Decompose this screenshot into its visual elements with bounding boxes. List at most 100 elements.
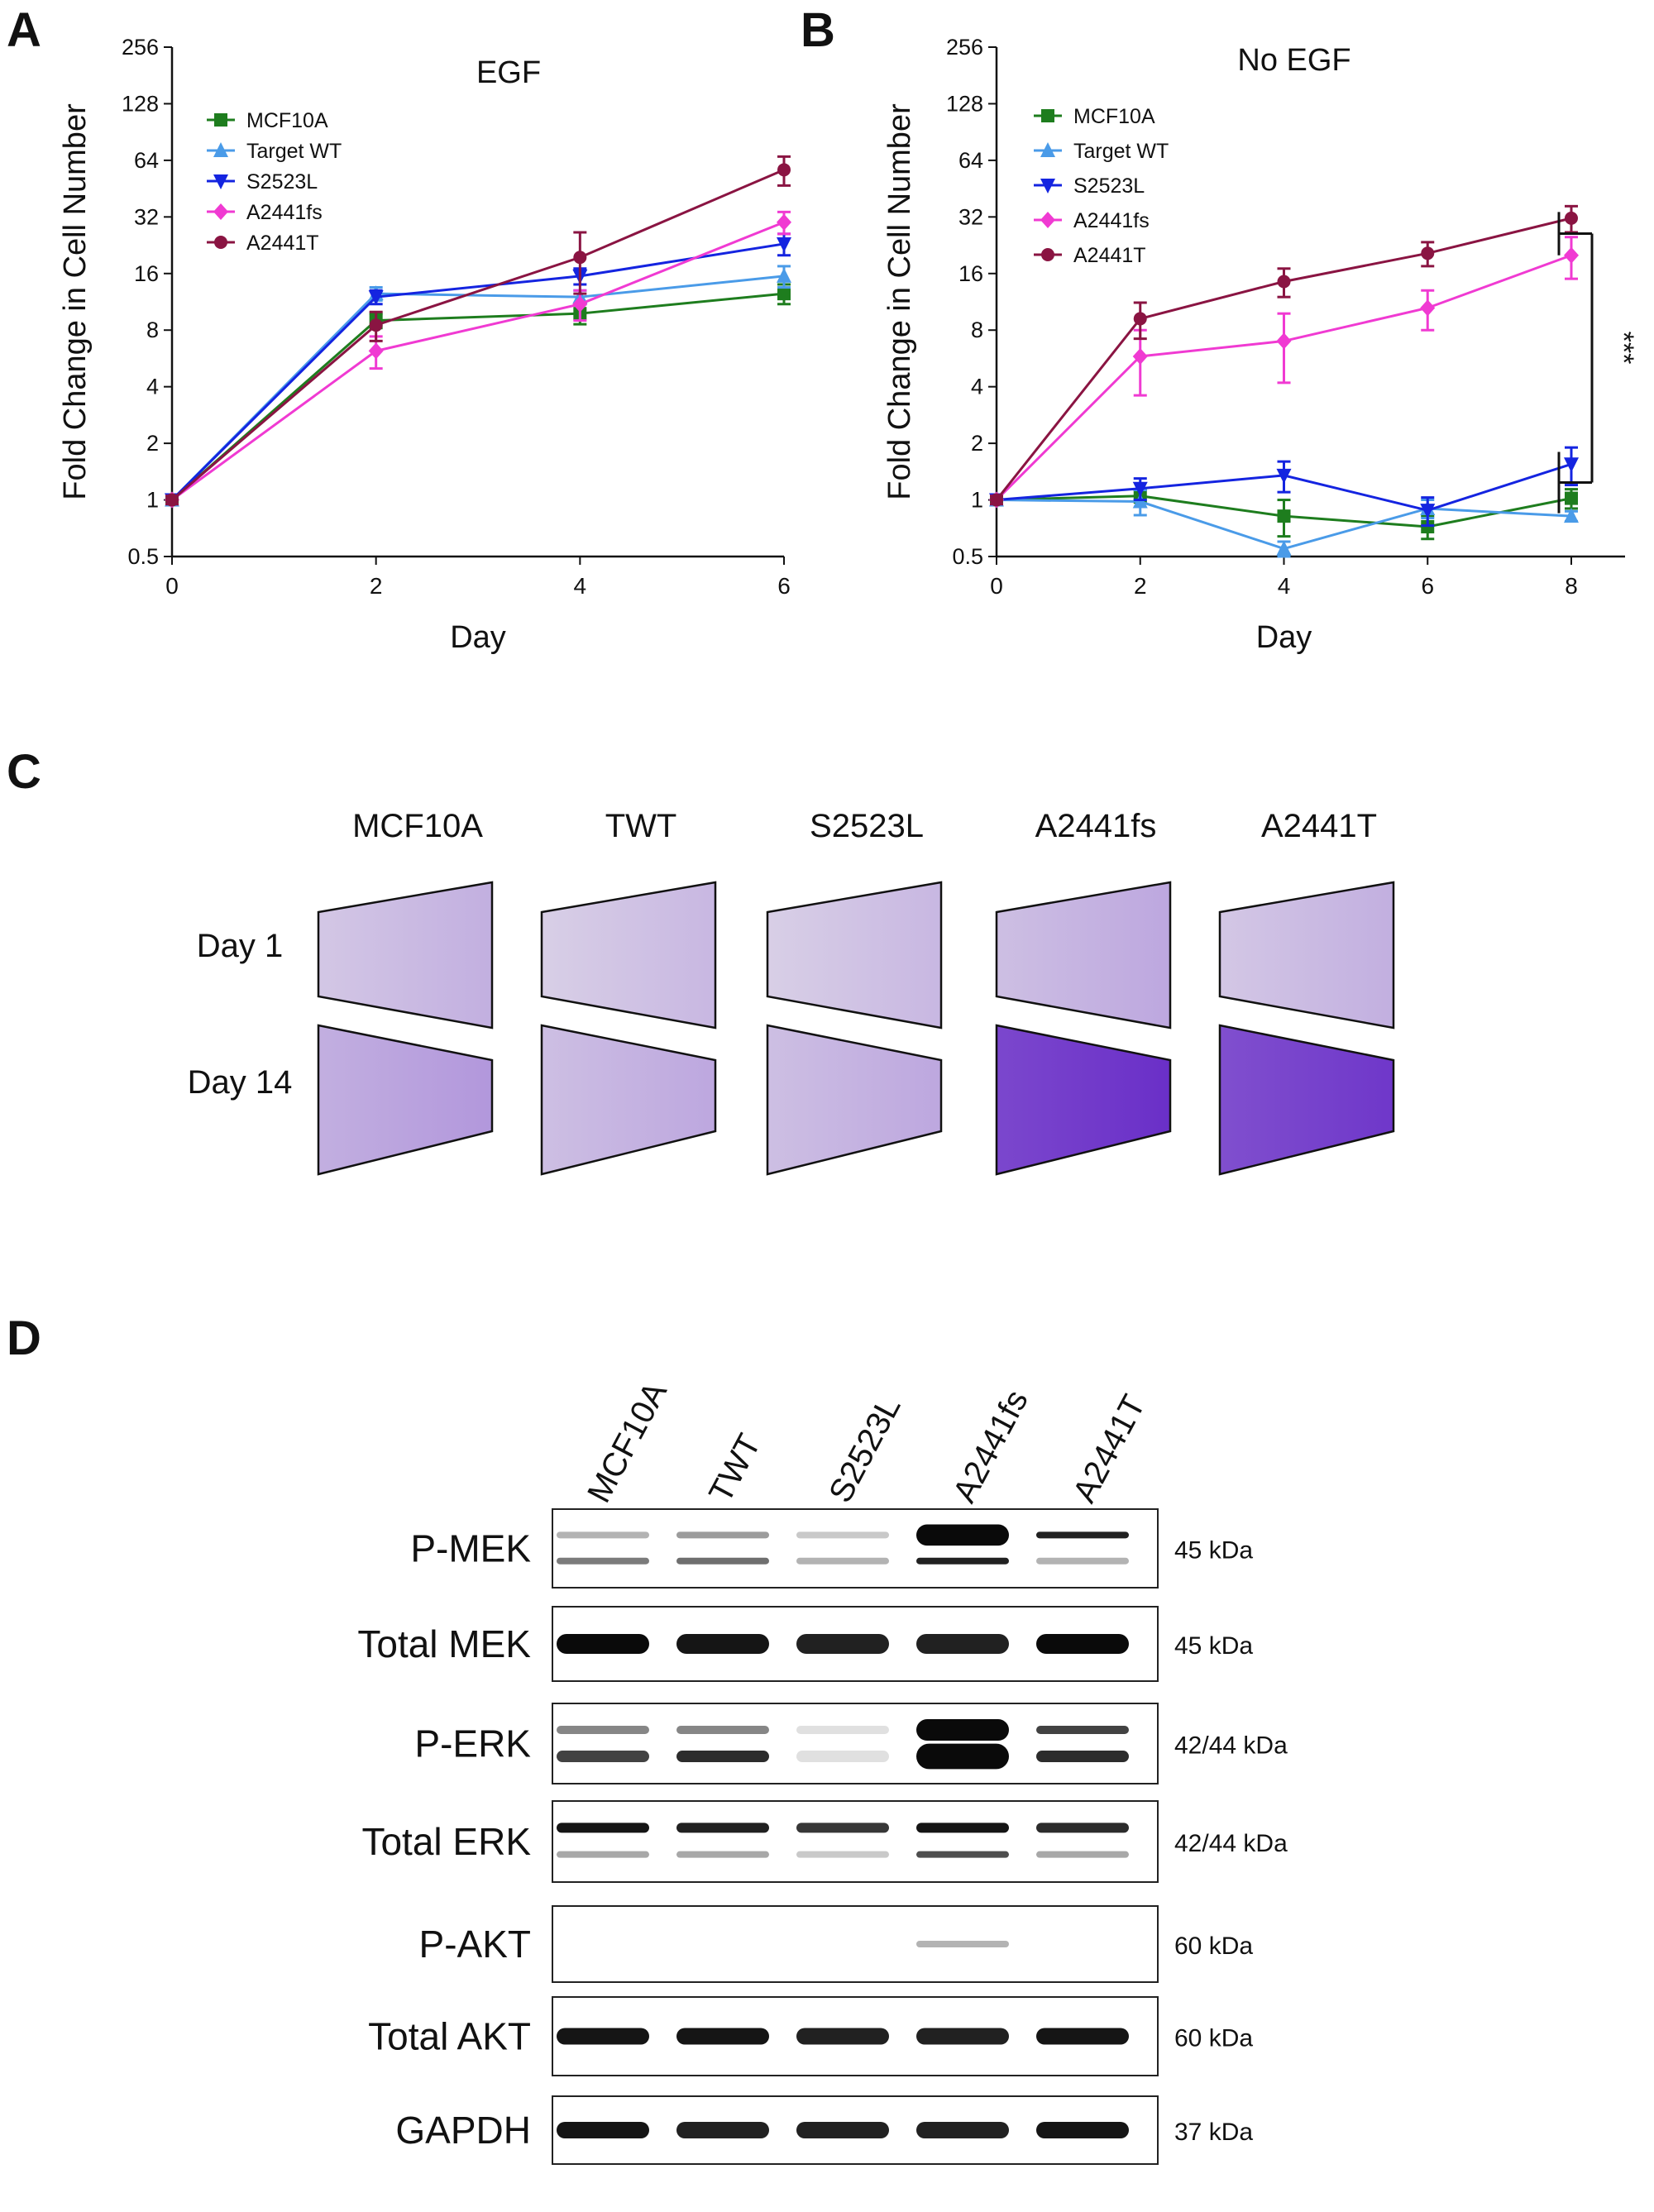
- stain-well: [995, 1024, 1172, 1176]
- band: [796, 1851, 889, 1858]
- column-label: MCF10A: [352, 808, 483, 844]
- y-tick-label: 16: [134, 261, 159, 286]
- blot-label: GAPDH: [395, 2109, 531, 2152]
- band: [1036, 1726, 1129, 1735]
- blot-frame: [552, 1703, 1159, 1784]
- lane-label: S2523L: [822, 1391, 908, 1508]
- band: [916, 1941, 1009, 1947]
- y-tick-label: 1: [146, 488, 159, 513]
- stain-well: [540, 881, 717, 1030]
- column-label: A2441fs: [1035, 808, 1157, 844]
- panel-letter-b: B: [801, 3, 835, 57]
- legend-label: MCF10A: [1073, 105, 1155, 128]
- band: [557, 1751, 649, 1763]
- lane-label: MCF10A: [581, 1376, 674, 1508]
- y-tick-label: 2: [971, 431, 983, 456]
- band: [796, 2122, 889, 2138]
- data-point: [1277, 509, 1291, 523]
- data-point: [777, 236, 791, 252]
- x-tick-label: 6: [777, 573, 791, 599]
- y-axis-label: Fold Change in Cell Number: [58, 103, 93, 500]
- data-point: [1276, 540, 1292, 556]
- series-s2523l: [165, 232, 791, 509]
- data-point: [572, 295, 588, 313]
- band: [676, 1634, 769, 1654]
- series-s2523l: [989, 446, 1579, 528]
- band: [557, 1531, 649, 1539]
- y-tick-label: 1: [971, 488, 983, 513]
- band: [1036, 1851, 1129, 1858]
- column-label: TWT: [605, 808, 677, 844]
- blot-size-label: 60 kDa: [1174, 2025, 1253, 2052]
- blot-frame: [552, 1905, 1159, 1983]
- western-blot-panel: MCF10A TWT S2523L A2441fs A2441T P-MEK 45 kDa T…: [0, 1315, 1654, 2212]
- blot-frame: [552, 1508, 1159, 1589]
- band: [916, 2028, 1009, 2045]
- y-tick-label: 64: [134, 148, 159, 173]
- legend-marker: [213, 174, 228, 189]
- band: [676, 1851, 769, 1858]
- panel-letter-a: A: [7, 3, 41, 57]
- band: [676, 1557, 769, 1565]
- band: [916, 1851, 1009, 1858]
- blot-label: P-AKT: [419, 1923, 531, 1966]
- blot-total-mek: Total MEK 45 kDa: [357, 1606, 1253, 1682]
- y-tick-label: 32: [958, 204, 983, 229]
- panel-letter-d: D: [7, 1311, 41, 1365]
- series-a2441fs: [165, 210, 791, 509]
- data-point: [1132, 481, 1148, 497]
- x-tick-label: 2: [1134, 573, 1147, 599]
- chart-title: No EGF: [1237, 43, 1350, 78]
- legend-marker: [214, 113, 227, 127]
- series-mcf10a: [165, 283, 791, 507]
- data-point: [1564, 457, 1579, 473]
- legend-label: S2523L: [1073, 174, 1145, 198]
- y-tick-label: 16: [958, 261, 983, 286]
- data-point: [1133, 312, 1147, 326]
- legend-marker: [1040, 212, 1055, 228]
- blot-size-label: 42/44 kDa: [1174, 1732, 1288, 1760]
- band: [796, 1823, 889, 1833]
- legend-marker: [213, 203, 228, 220]
- stain-well: [1218, 881, 1395, 1030]
- data-point: [777, 287, 791, 301]
- data-point: [1564, 246, 1579, 264]
- band: [916, 1719, 1009, 1741]
- band: [676, 1531, 769, 1539]
- band: [1036, 2122, 1129, 2138]
- data-point: [1277, 275, 1291, 289]
- y-tick-label: 4: [971, 375, 983, 399]
- y-tick-label: 128: [946, 91, 983, 116]
- band: [916, 1524, 1009, 1546]
- stain-well: [766, 881, 943, 1030]
- band: [676, 2028, 769, 2045]
- data-point: [777, 163, 791, 177]
- x-tick-label: 8: [1565, 573, 1578, 599]
- legend-marker: [1040, 142, 1055, 157]
- lane-label: A2441T: [1066, 1389, 1153, 1508]
- data-point: [777, 213, 791, 231]
- y-tick-label: 8: [971, 318, 983, 342]
- row-label: Day 14: [188, 1064, 293, 1101]
- blot-p-mek: P-MEK 45 kDa: [410, 1508, 1253, 1589]
- y-tick-label: 256: [946, 35, 983, 60]
- chart-title: EGF: [476, 55, 541, 90]
- row-label: Day 1: [197, 928, 284, 964]
- data-point: [777, 267, 791, 283]
- y-tick-label: 256: [122, 35, 159, 60]
- series-line: [171, 168, 785, 501]
- data-point: [368, 290, 384, 306]
- legend-marker: [213, 142, 228, 157]
- stain-well: [317, 881, 494, 1030]
- series-line: [170, 242, 785, 501]
- colony-stain-grid: MCF10A TWT S2523L A2441fs A2441T Day 1 Day 14: [188, 808, 1395, 1176]
- blot-size-label: 37 kDa: [1174, 2119, 1253, 2146]
- band: [676, 1726, 769, 1735]
- x-tick-label: 0: [165, 573, 179, 599]
- band: [676, 2122, 769, 2138]
- data-point: [1276, 332, 1292, 350]
- lane-label: TWT: [702, 1428, 768, 1508]
- data-point: [165, 493, 179, 507]
